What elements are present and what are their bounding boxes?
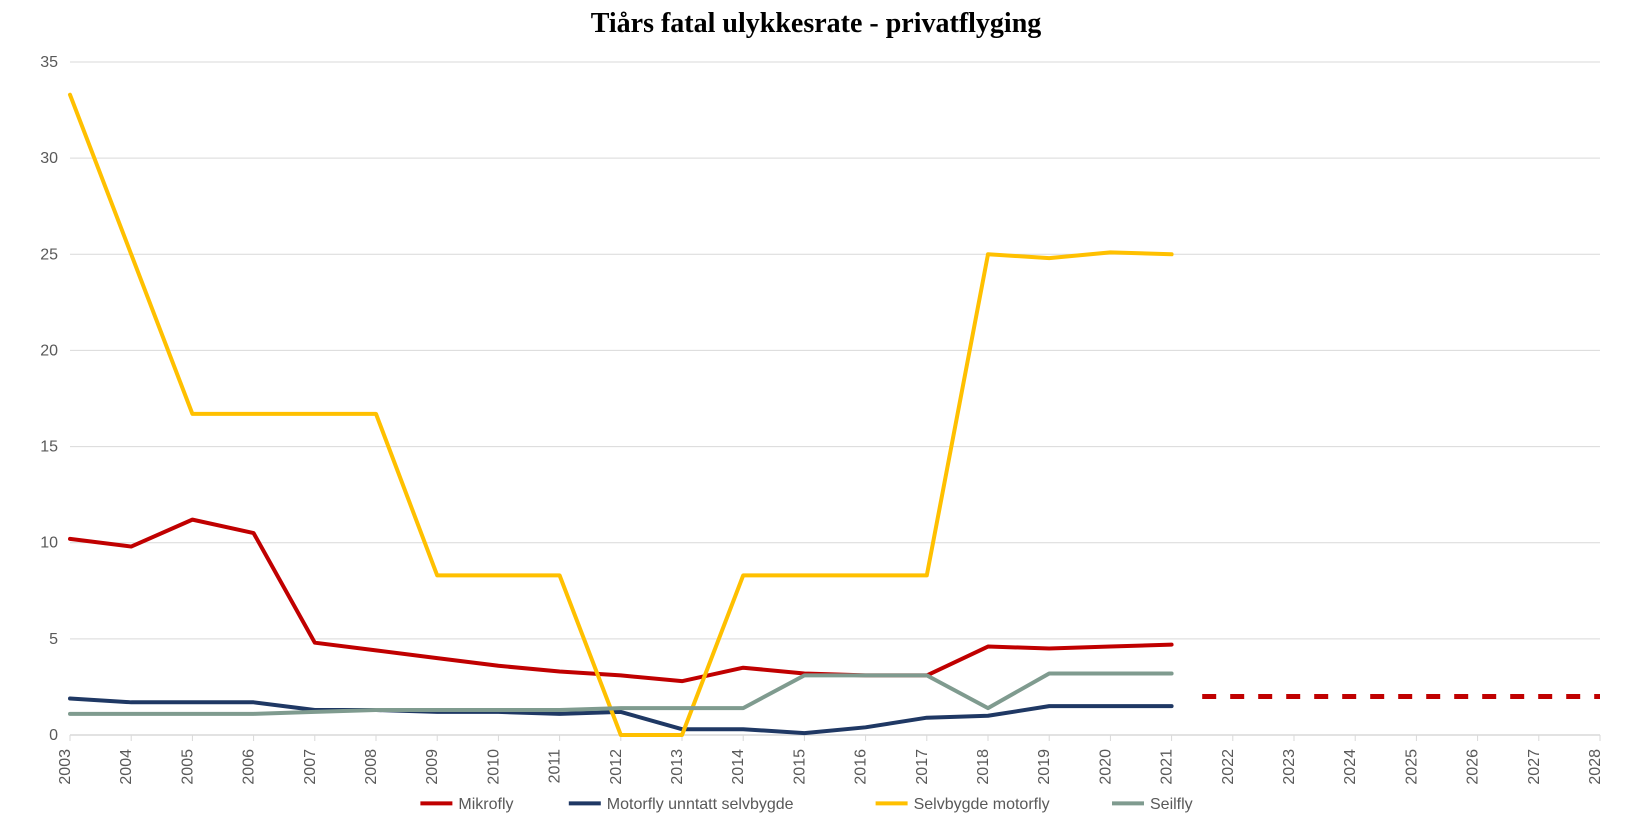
x-tick-label: 2012 — [608, 749, 625, 785]
x-tick-label: 2022 — [1220, 749, 1237, 785]
y-tick-label: 25 — [40, 246, 58, 263]
x-tick-label: 2011 — [547, 749, 564, 784]
x-tick-label: 2006 — [241, 749, 258, 785]
chart-background — [0, 0, 1632, 821]
legend-label: Seilfly — [1150, 796, 1193, 813]
x-tick-label: 2014 — [730, 749, 747, 785]
x-tick-label: 2020 — [1097, 749, 1114, 785]
y-tick-label: 15 — [40, 439, 58, 456]
y-tick-label: 30 — [40, 150, 58, 167]
x-tick-label: 2004 — [118, 749, 135, 785]
y-tick-label: 5 — [49, 631, 58, 648]
x-tick-label: 2019 — [1036, 749, 1053, 785]
x-tick-label: 2017 — [914, 749, 931, 785]
x-tick-label: 2021 — [1159, 749, 1176, 785]
x-tick-label: 2026 — [1465, 749, 1482, 785]
x-tick-label: 2027 — [1526, 749, 1543, 785]
x-tick-label: 2009 — [424, 749, 441, 785]
line-chart: Tiårs fatal ulykkesrate - privatflyging 0… — [0, 0, 1632, 821]
legend-label: Selvbygde motorfly — [914, 796, 1050, 813]
x-tick-label: 2010 — [485, 749, 502, 785]
x-tick-label: 2005 — [179, 749, 196, 785]
legend-label: Mikrofly — [458, 796, 513, 813]
y-tick-label: 20 — [40, 342, 58, 359]
x-tick-label: 2013 — [669, 749, 686, 785]
x-tick-label: 2007 — [302, 749, 319, 785]
legend-label: Motorfly unntatt selvbygde — [607, 796, 794, 813]
x-tick-label: 2028 — [1587, 749, 1604, 785]
x-tick-label: 2016 — [853, 749, 870, 785]
x-tick-label: 2024 — [1342, 749, 1359, 785]
x-tick-label: 2008 — [363, 749, 380, 785]
x-tick-label: 2025 — [1403, 749, 1420, 785]
chart-title: Tiårs fatal ulykkesrate - privatflyging — [591, 8, 1042, 39]
chart-container: Tiårs fatal ulykkesrate - privatflyging 0… — [0, 0, 1632, 821]
y-tick-label: 0 — [49, 727, 58, 744]
y-tick-label: 35 — [40, 54, 58, 71]
x-tick-label: 2015 — [791, 749, 808, 785]
x-tick-label: 2018 — [975, 749, 992, 785]
y-tick-label: 10 — [40, 535, 58, 552]
x-tick-label: 2003 — [57, 749, 74, 785]
x-tick-label: 2023 — [1281, 749, 1298, 785]
